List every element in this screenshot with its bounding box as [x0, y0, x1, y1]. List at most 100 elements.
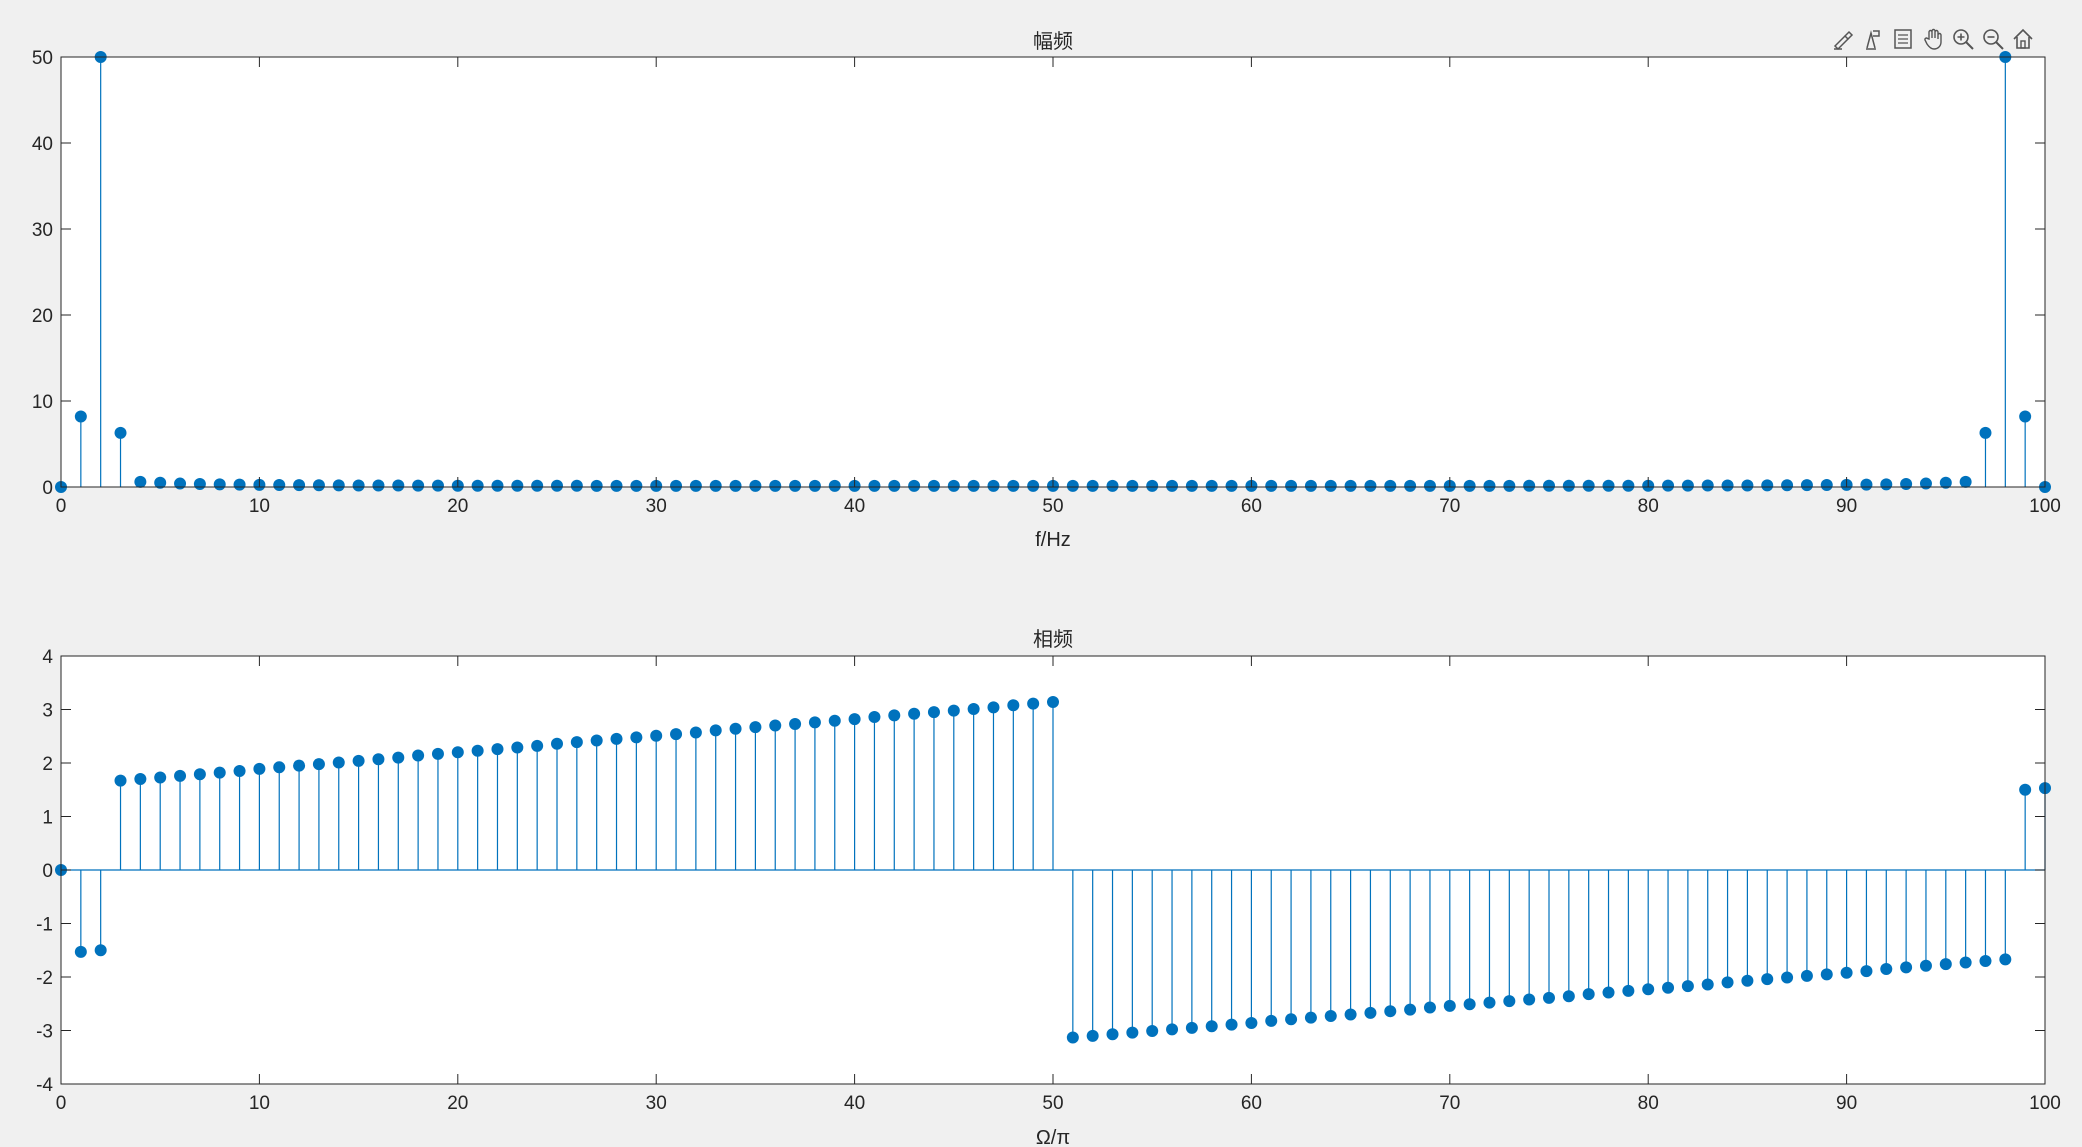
- stem-marker: [1384, 479, 1397, 492]
- magnitude-axes-background: [61, 57, 2045, 487]
- stem-marker: [1622, 984, 1635, 997]
- stem-marker: [1602, 986, 1615, 999]
- stem-marker: [2019, 410, 2032, 423]
- pan-icon[interactable]: [1920, 26, 1946, 52]
- stem-marker: [947, 704, 960, 717]
- stem-marker: [1602, 479, 1615, 492]
- stem-marker: [1582, 479, 1595, 492]
- stem-marker: [1721, 479, 1734, 492]
- stem-marker: [1324, 479, 1337, 492]
- xtick-label: 0: [56, 496, 67, 517]
- stem-marker: [1146, 479, 1159, 492]
- stem-marker: [1543, 479, 1555, 492]
- stem-marker: [987, 701, 1000, 714]
- ytick-label: -3: [36, 1022, 53, 1043]
- stem-marker: [1642, 983, 1655, 996]
- xtick-label: 80: [1638, 1093, 1659, 1114]
- stem-marker: [1285, 1013, 1298, 1026]
- stem-marker: [670, 479, 683, 492]
- stem-marker: [1781, 971, 1794, 984]
- stem-marker: [1027, 697, 1040, 710]
- stem-marker: [749, 479, 762, 492]
- stem-marker: [74, 945, 87, 958]
- stem-marker: [154, 771, 167, 784]
- stem-marker: [451, 746, 464, 759]
- brush-icon[interactable]: [1830, 26, 1856, 52]
- stem-marker: [1543, 991, 1555, 1004]
- stem-marker: [471, 479, 484, 492]
- xtick-label: 100: [2029, 496, 2061, 517]
- stem-marker: [1622, 479, 1635, 492]
- ytick-label: 10: [32, 392, 53, 413]
- stem-marker: [769, 479, 782, 492]
- xtick-label: 50: [1042, 1093, 1063, 1114]
- stem-marker: [332, 756, 345, 769]
- stem-marker: [352, 754, 365, 767]
- axes-toolbar: [1830, 26, 2036, 52]
- stem-marker: [1027, 479, 1040, 492]
- stem-marker: [947, 479, 960, 492]
- stem-marker: [253, 762, 266, 775]
- phase-stems: [61, 702, 2046, 1038]
- zoom-out-icon[interactable]: [1980, 26, 2006, 52]
- xtick-label: 10: [249, 1093, 270, 1114]
- stem-marker: [1483, 996, 1496, 1009]
- stem-marker: [213, 766, 226, 779]
- phase-yticks: -4 -3 -2 -1 0 1 2 3 4: [36, 647, 2045, 1096]
- stem-marker: [1166, 1023, 1179, 1036]
- stem-marker: [1562, 990, 1575, 1003]
- xtick-label: 70: [1439, 1093, 1460, 1114]
- stem-marker: [1285, 479, 1298, 492]
- stem-marker: [630, 479, 643, 492]
- stem-marker: [392, 479, 405, 492]
- ytick-label: 1: [42, 808, 53, 829]
- stem-marker: [1225, 479, 1238, 492]
- stem-marker: [1106, 1028, 1119, 1041]
- stem-marker: [1265, 1014, 1278, 1027]
- stem-marker: [1880, 962, 1893, 975]
- datacursor-icon[interactable]: [1860, 26, 1886, 52]
- xtick-label: 40: [844, 496, 865, 517]
- stem-marker: [1880, 478, 1893, 491]
- stem-marker: [511, 741, 524, 754]
- stem-marker: [908, 479, 921, 492]
- stem-marker: [431, 479, 444, 492]
- stem-marker: [491, 479, 504, 492]
- stem-marker: [1126, 479, 1139, 492]
- phase-title: 相频: [1033, 628, 1073, 651]
- stem-marker: [1979, 426, 1992, 439]
- stem-marker: [828, 479, 841, 492]
- xtick-label: 60: [1241, 1093, 1262, 1114]
- stem-marker: [471, 744, 484, 757]
- xtick-label: 0: [56, 1093, 67, 1114]
- stem-marker: [1146, 1025, 1159, 1038]
- stem-marker: [1761, 479, 1774, 492]
- legend-icon[interactable]: [1890, 26, 1916, 52]
- stem-marker: [1959, 475, 1972, 488]
- zoom-in-icon[interactable]: [1950, 26, 1976, 52]
- stem-marker: [233, 478, 246, 491]
- ytick-label: 2: [42, 754, 53, 775]
- stem-marker: [888, 709, 901, 722]
- stem-marker: [848, 713, 861, 726]
- stem-marker: [828, 714, 841, 727]
- home-icon[interactable]: [2010, 26, 2036, 52]
- magnitude-yticks: 0 10 20 30 40 50: [32, 48, 2045, 499]
- stem-marker: [610, 479, 623, 492]
- xtick-label: 100: [2029, 1093, 2061, 1114]
- stem-marker: [273, 761, 286, 774]
- stem-marker: [332, 479, 345, 492]
- stem-marker: [511, 479, 524, 492]
- stem-marker: [372, 479, 385, 492]
- ytick-label: 3: [42, 701, 53, 722]
- stem-marker: [729, 479, 742, 492]
- stem-marker: [1066, 479, 1079, 492]
- stem-marker: [1404, 479, 1417, 492]
- stem-marker: [689, 726, 702, 739]
- stem-marker: [114, 426, 127, 439]
- stem-marker: [531, 479, 544, 492]
- stem-marker: [1086, 1029, 1099, 1042]
- stem-marker: [1761, 973, 1774, 986]
- stem-marker: [293, 479, 306, 492]
- stem-marker: [551, 737, 563, 750]
